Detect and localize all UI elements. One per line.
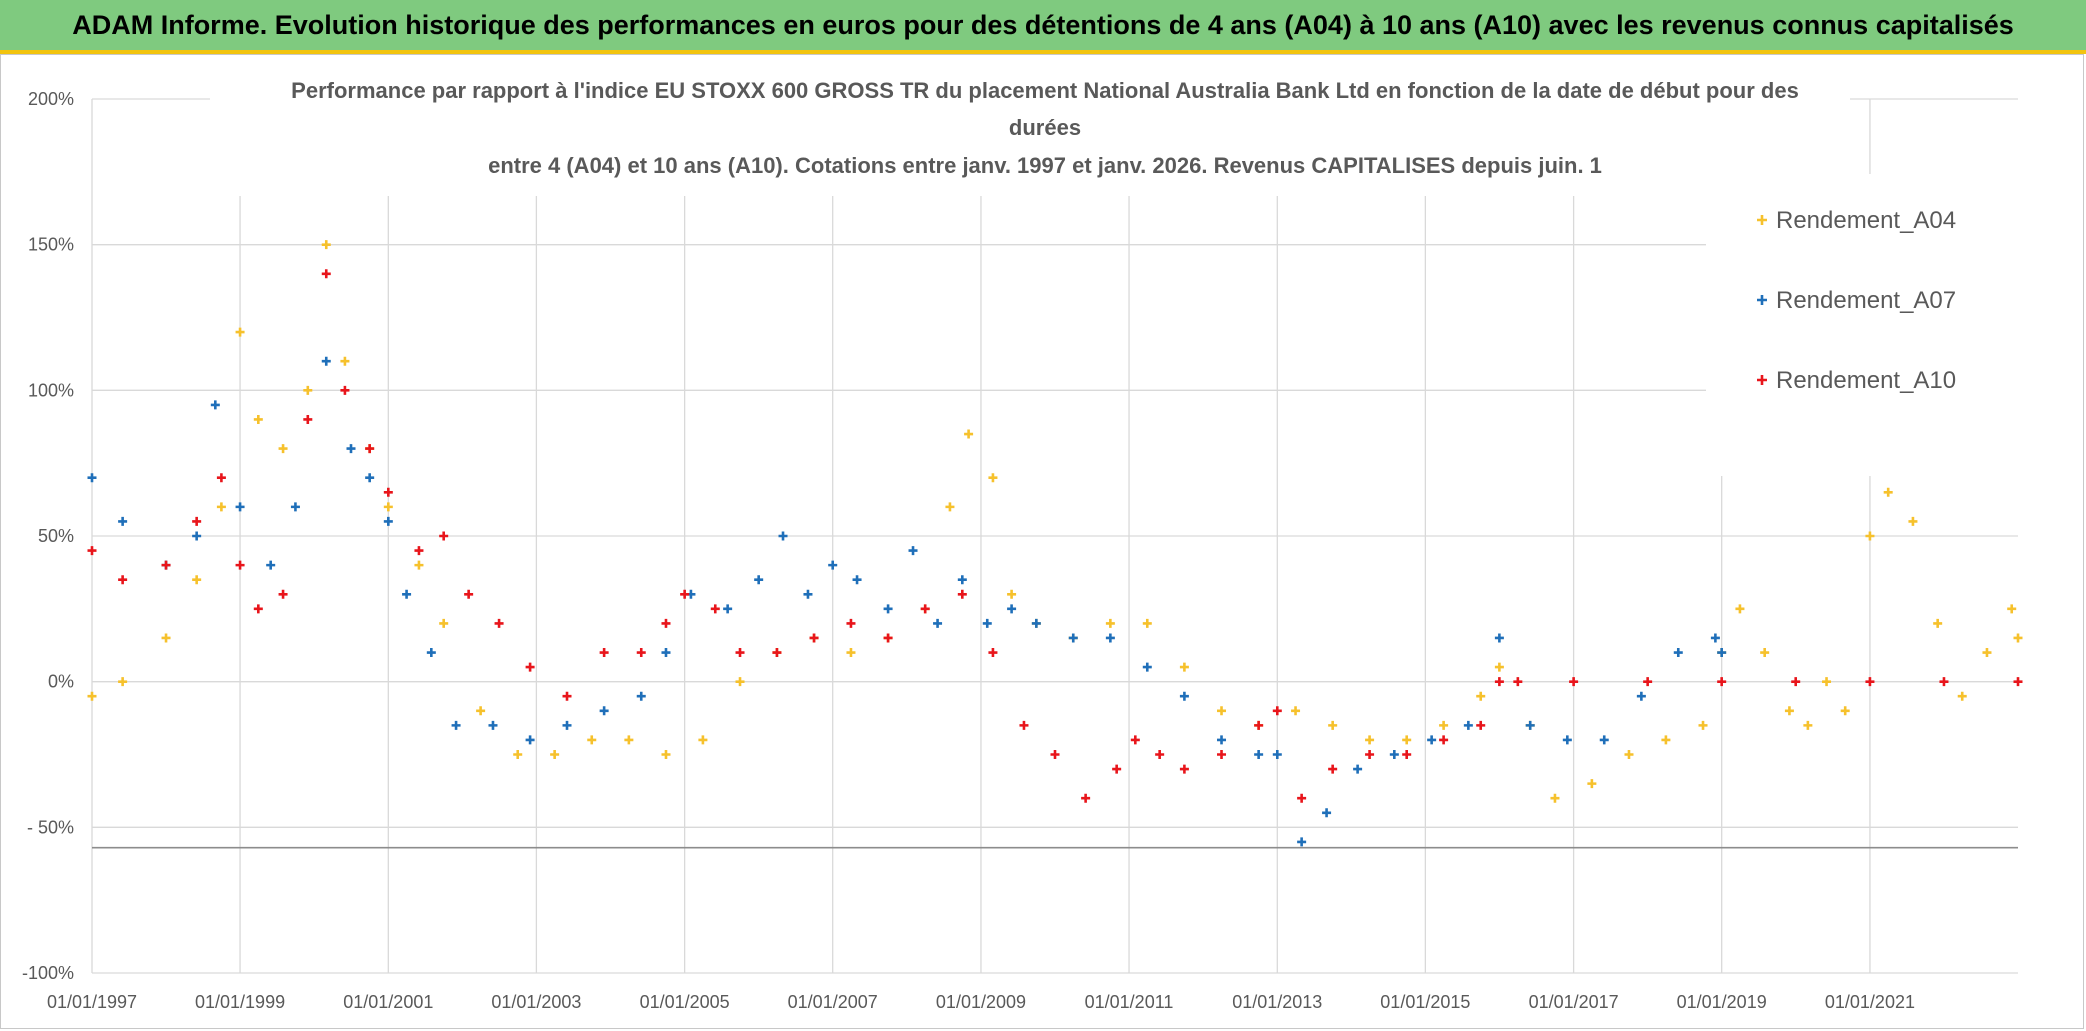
chart-title-line: durées xyxy=(1009,115,1081,140)
x-axis-tick-labels: 01/01/1997 01/01/1999 01/01/2001 01/01/2003… xyxy=(47,992,1915,1012)
y-tick-label: 150% xyxy=(28,235,74,255)
x-tick-label: 01/01/2011 xyxy=(1085,992,1174,1012)
y-axis-tick-labels: 200% 150% 100% 50% 0% - 50% -100% xyxy=(22,89,74,983)
performance-scatter-chart: 200%150%100%50%0%- 50%-100% 01/01/1997 01… xyxy=(22,64,2023,1012)
x-tick-label: 01/01/2007 xyxy=(788,992,878,1012)
series-points-Rendement_A10 xyxy=(87,269,2023,803)
x-tick-label: 01/01/1997 xyxy=(47,992,137,1012)
x-tick-label: 01/01/2009 xyxy=(936,992,1026,1012)
legend-item: Rendement_A04 xyxy=(1757,207,1956,234)
data-series xyxy=(87,240,2023,847)
y-tick-label: -100% xyxy=(22,963,74,983)
x-tick-label: 01/01/2005 xyxy=(640,992,730,1012)
x-tick-label: 01/01/1999 xyxy=(195,992,285,1012)
gridlines xyxy=(91,98,2018,974)
x-tick-label: 01/01/2001 xyxy=(343,992,433,1012)
y-tick-label: 100% xyxy=(28,380,74,400)
y-tick-label: 200% xyxy=(28,89,74,109)
chart-legend: Rendement_A04 Rendement_A07 Rendement_A10 xyxy=(1706,174,2018,476)
x-tick-label: 01/01/2017 xyxy=(1529,992,1619,1012)
x-tick-label: 01/01/2021 xyxy=(1825,992,1915,1012)
legend-label: Rendement_A07 xyxy=(1776,287,1956,314)
legend-box xyxy=(1706,174,2018,476)
report-title: ADAM Informe. Evolution historique des p… xyxy=(72,9,2014,40)
header-accent-bar xyxy=(0,50,2086,54)
y-tick-label: 0% xyxy=(48,672,74,692)
report-header: ADAM Informe. Evolution historique des p… xyxy=(0,0,2086,50)
series-Rendement_A10 xyxy=(87,269,2023,803)
legend-item: Rendement_A10 xyxy=(1757,367,1956,394)
y-tick-label: 50% xyxy=(38,526,74,546)
legend-marker xyxy=(1757,295,1767,305)
chart-title-line: entre 4 (A04) et 10 ans (A10). Cotations… xyxy=(488,153,1602,178)
legend-marker xyxy=(1757,215,1767,225)
y-tick-label: - 50% xyxy=(27,817,74,837)
x-tick-label: 01/01/2003 xyxy=(491,992,581,1012)
legend-label: Rendement_A04 xyxy=(1776,207,1956,234)
legend-label: Rendement_A10 xyxy=(1776,367,1956,394)
series-Rendement_A07 xyxy=(87,356,1727,847)
legend-item: Rendement_A07 xyxy=(1757,287,1956,314)
x-tick-label: 01/01/2019 xyxy=(1677,992,1767,1012)
chart-title-bg xyxy=(210,64,1850,196)
series-points-Rendement_A07 xyxy=(87,356,1727,847)
chart-title: Performance par rapport à l'indice EU ST… xyxy=(210,64,1850,196)
legend-marker xyxy=(1757,375,1767,385)
x-tick-label: 01/01/2013 xyxy=(1232,992,1322,1012)
x-tick-label: 01/01/2015 xyxy=(1380,992,1470,1012)
chart-title-line: Performance par rapport à l'indice EU ST… xyxy=(291,78,1799,103)
